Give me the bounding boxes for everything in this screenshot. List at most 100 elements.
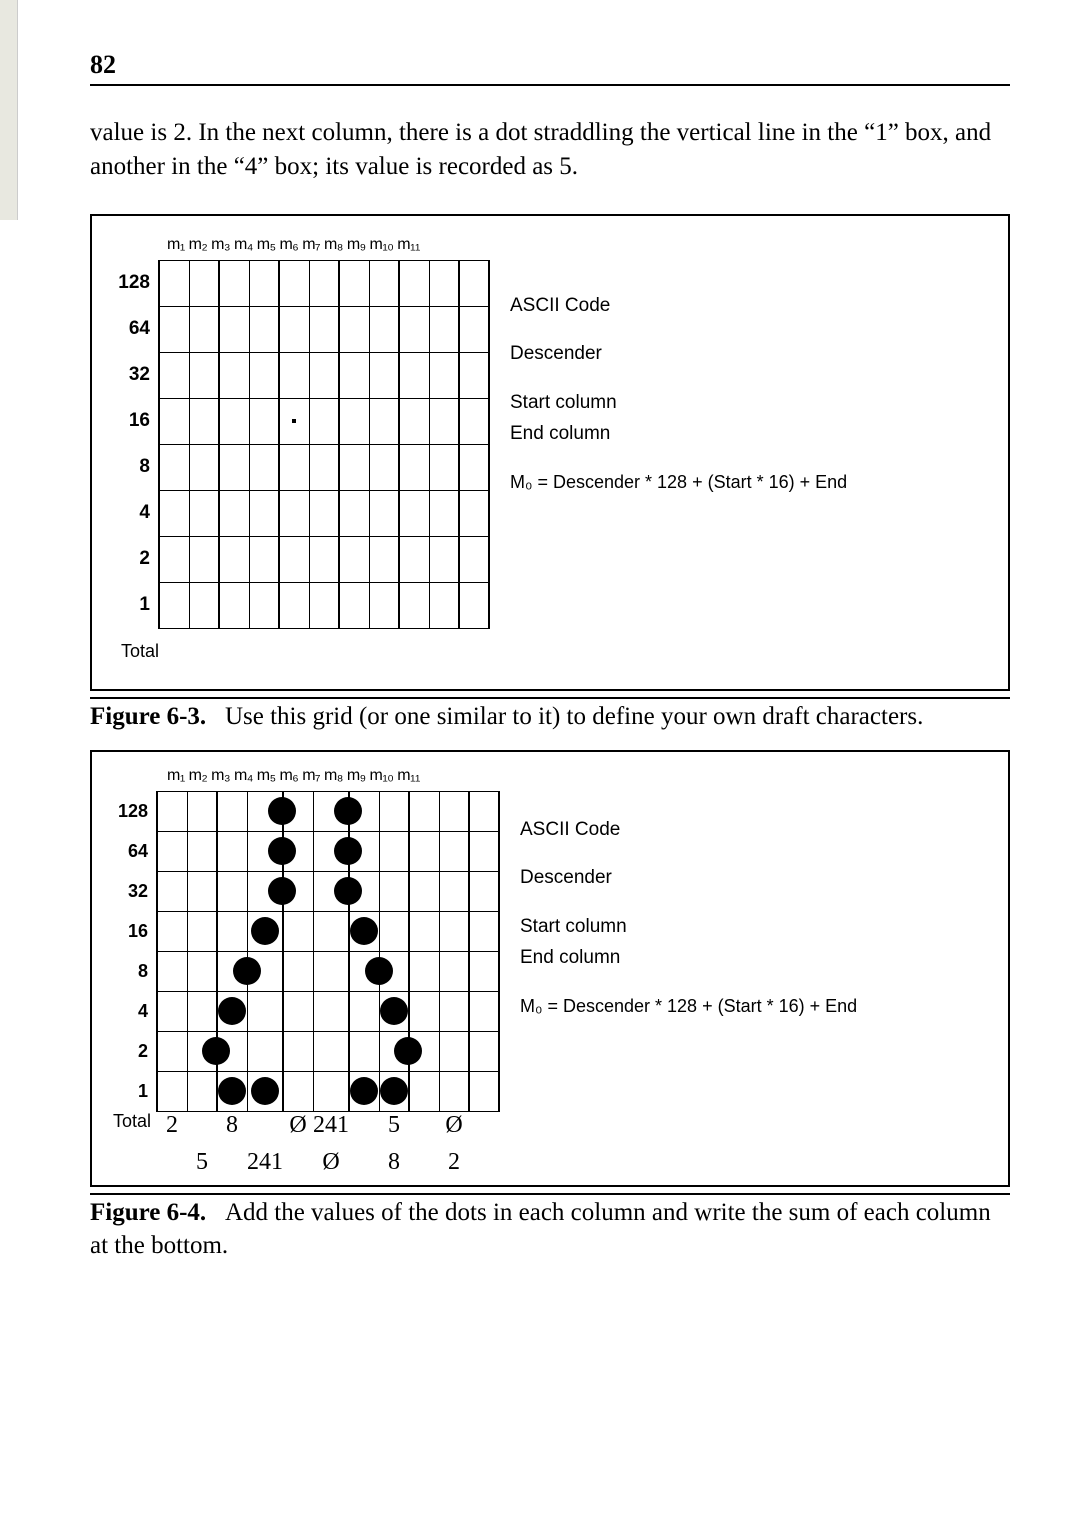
grid-cell — [247, 991, 283, 1031]
grid-cell — [157, 791, 187, 831]
grid-cell — [339, 490, 369, 536]
grid-cell — [429, 490, 459, 536]
total-value: Ø — [313, 1147, 349, 1177]
caption-text: Use this grid (or one similar to it) to … — [225, 703, 923, 730]
total-value: Ø — [439, 1111, 469, 1147]
row-label: 1 — [107, 1071, 157, 1111]
dot-icon — [251, 917, 279, 945]
grid-cell — [339, 306, 369, 352]
grid-cell — [399, 536, 429, 582]
grid-cell — [379, 951, 409, 991]
grid-cell — [217, 911, 247, 951]
grid-cell — [379, 911, 409, 951]
grid-cell — [349, 951, 379, 991]
grid-cell — [247, 831, 283, 871]
grid-cell — [439, 791, 469, 831]
row-label: 128 — [107, 791, 157, 831]
grid-cell — [339, 398, 369, 444]
grid-cell — [283, 951, 313, 991]
dot-icon — [350, 1077, 378, 1105]
grid-cell — [313, 791, 349, 831]
figure-6-3-caption: Figure 6-3. Use this grid (or one simila… — [90, 697, 1010, 734]
total-value — [217, 1147, 247, 1177]
grid-cell — [339, 352, 369, 398]
grid-cell — [187, 911, 217, 951]
grid-cell — [283, 1031, 313, 1071]
total-value — [187, 1111, 217, 1147]
grid-cell — [249, 306, 279, 352]
row-label: 32 — [107, 352, 159, 398]
body-paragraph: value is 2. In the next column, there is… — [90, 116, 1010, 184]
grid-cell — [249, 490, 279, 536]
grid-cell — [369, 306, 399, 352]
grid-cell — [469, 1071, 499, 1111]
figure-6-4-info: ASCII Code Descender Start column End co… — [520, 791, 993, 1178]
grid-cell — [379, 791, 409, 831]
row-label: 2 — [107, 536, 159, 582]
figure-6-3-info: ASCII Code Descender Start column End co… — [510, 260, 993, 675]
grid-cell — [157, 911, 187, 951]
grid-cell — [409, 871, 439, 911]
row-label: 1 — [107, 582, 159, 628]
grid-cell — [379, 1071, 409, 1111]
total-value — [283, 1147, 313, 1177]
grid-cell — [279, 306, 309, 352]
grid-cell — [189, 306, 219, 352]
figure-6-3-box: m₁ m₂ m₃ m₄ m₅ m₆ m₇ m₈ m₉ m₁₀ m₁₁ 12864… — [90, 214, 1010, 692]
total-value — [157, 1147, 187, 1177]
total-value — [469, 1147, 499, 1177]
grid-cell — [469, 871, 499, 911]
grid-cell — [313, 991, 349, 1031]
grid-cell — [369, 582, 399, 628]
grid-cell — [157, 991, 187, 1031]
grid-cell — [459, 306, 489, 352]
grid-cell — [279, 490, 309, 536]
grid-cell — [313, 1071, 349, 1111]
grid-cell — [187, 951, 217, 991]
grid-cell — [409, 911, 439, 951]
total-value — [409, 1111, 439, 1147]
grid-cell — [187, 991, 217, 1031]
grid-cell — [247, 911, 283, 951]
end-col-label: End column — [520, 947, 993, 970]
caption-label: Figure 6-3. — [90, 703, 206, 730]
grid-cell — [469, 831, 499, 871]
grid-cell — [439, 911, 469, 951]
grid-cell — [279, 444, 309, 490]
figure-6-4-box: m₁ m₂ m₃ m₄ m₅ m₆ m₇ m₈ m₉ m₁₀ m₁₁ 12864… — [90, 750, 1010, 1188]
grid-cell — [279, 536, 309, 582]
grid-cell — [399, 444, 429, 490]
grid-cell — [379, 991, 409, 1031]
grid-cell — [219, 444, 249, 490]
grid-cell — [189, 536, 219, 582]
grid-cell — [459, 582, 489, 628]
grid-cell — [313, 871, 349, 911]
total-value: 2 — [439, 1147, 469, 1177]
start-col-label: Start column — [520, 916, 993, 939]
grid-cell — [249, 444, 279, 490]
scan-edge — [0, 0, 18, 220]
grid-cell — [247, 1031, 283, 1071]
grid-cell — [157, 951, 187, 991]
grid-cell — [247, 791, 283, 831]
grid-cell — [279, 398, 309, 444]
grid-cell — [219, 490, 249, 536]
grid-cell — [219, 306, 249, 352]
grid-cell — [469, 911, 499, 951]
grid-column-labels: m₁ m₂ m₃ m₄ m₅ m₆ m₇ m₈ m₉ m₁₀ m₁₁ — [167, 767, 993, 785]
grid-cell — [379, 831, 409, 871]
grid-column-labels: m₁ m₂ m₃ m₄ m₅ m₆ m₇ m₈ m₉ m₁₀ m₁₁ — [167, 236, 993, 254]
grid-cell — [429, 260, 459, 306]
grid-cell — [249, 260, 279, 306]
grid-cell — [283, 991, 313, 1031]
grid-cell — [399, 490, 429, 536]
grid-cell — [283, 911, 313, 951]
grid-cell — [439, 951, 469, 991]
grid-cell — [349, 1031, 379, 1071]
grid-cell — [247, 1071, 283, 1111]
dot-icon — [292, 419, 296, 423]
total-value — [349, 1111, 379, 1147]
grid-cell — [189, 352, 219, 398]
dot-icon — [218, 997, 246, 1025]
grid-cell — [399, 582, 429, 628]
